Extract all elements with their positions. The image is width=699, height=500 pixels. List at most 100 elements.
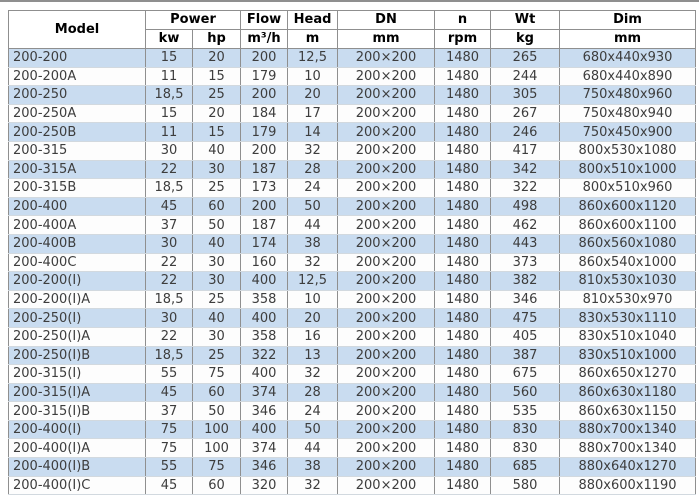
kw-cell: 18,5: [145, 85, 193, 105]
hp-cell: 30: [191, 326, 242, 347]
table-row: 200-250(I)A 22 30 358 16 200×200 1480 405 830x51…: [8, 326, 697, 347]
n-cell: 1480: [434, 66, 492, 87]
header-head-unit: m: [287, 29, 339, 49]
wt-cell: 387: [490, 345, 561, 366]
hp-cell: 30: [191, 271, 242, 291]
model-cell: 200-400: [8, 196, 146, 217]
head-cell: 38: [287, 233, 339, 254]
n-cell: 1480: [434, 178, 492, 198]
kw-cell: 45: [145, 196, 193, 217]
wt-cell: 346: [490, 289, 561, 310]
head-cell: 14: [287, 122, 339, 142]
head-cell: 16: [287, 326, 339, 347]
table-row: 200-200 15 20 200 12,5 200×200 1480 265 680x440x…: [8, 48, 697, 68]
model-cell: 200-250(I)A: [8, 326, 146, 347]
table-header: Model Power Flow Head DN n Wt Dim kw hp …: [8, 10, 697, 49]
table-row: 200-400A 37 50 187 44 200×200 1480 462 860x600x1…: [8, 215, 697, 235]
n-cell: 1480: [434, 140, 492, 161]
kw-cell: 22: [145, 159, 193, 180]
n-cell: 1480: [434, 215, 492, 235]
head-cell: 50: [287, 196, 339, 217]
kw-cell: 55: [145, 457, 193, 477]
flow-cell: 184: [240, 103, 289, 124]
n-cell: 1480: [434, 122, 492, 142]
dn-cell: 200×200: [337, 326, 436, 347]
dn-cell: 200×200: [337, 345, 436, 366]
flow-cell: 320: [240, 475, 289, 496]
dn-cell: 200×200: [337, 457, 436, 477]
header-n-unit: rpm: [434, 29, 492, 49]
head-cell: 44: [287, 438, 339, 459]
n-cell: 1480: [434, 382, 492, 403]
header-n: n: [434, 10, 492, 30]
hp-cell: 50: [191, 401, 242, 421]
table-row: 200-400(I) 75 100 400 50 200×200 1480 830 880x70…: [8, 419, 697, 440]
dn-cell: 200×200: [337, 364, 436, 384]
hp-cell: 75: [191, 457, 242, 477]
table-row: 200-250A 15 20 184 17 200×200 1480 267 750x480x9…: [8, 103, 697, 124]
kw-cell: 15: [145, 103, 193, 124]
model-cell: 200-315A: [8, 159, 146, 180]
flow-cell: 173: [240, 178, 289, 198]
table-row: 200-315(I) 55 75 400 32 200×200 1480 675 860x650…: [8, 364, 697, 384]
wt-cell: 830: [490, 438, 561, 459]
table-row: 200-250(I) 30 40 400 20 200×200 1480 475 830x530…: [8, 308, 697, 328]
model-cell: 200-200(I): [8, 271, 146, 291]
hp-cell: 15: [191, 122, 242, 142]
flow-cell: 358: [240, 326, 289, 347]
table-row: 200-400 45 60 200 50 200×200 1480 498 860x600x11…: [8, 196, 697, 217]
table-row: 200-400B 30 40 174 38 200×200 1480 443 860x560x1…: [8, 233, 697, 254]
flow-cell: 374: [240, 382, 289, 403]
dn-cell: 200×200: [337, 308, 436, 328]
wt-cell: 373: [490, 252, 561, 273]
dim-cell: 830x530x1110: [559, 308, 697, 328]
table-row: 200-250 18,5 25 200 20 200×200 1480 305 750x480x…: [8, 85, 697, 105]
hp-cell: 25: [191, 178, 242, 198]
flow-cell: 179: [240, 122, 289, 142]
table-row: 200-315(I)B 37 50 346 24 200×200 1480 535 860x63…: [8, 401, 697, 421]
wt-cell: 462: [490, 215, 561, 235]
n-cell: 1480: [434, 308, 492, 328]
n-cell: 1480: [434, 326, 492, 347]
dim-cell: 750x480x940: [559, 103, 697, 124]
dim-cell: 860x630x1150: [559, 401, 697, 421]
wt-cell: 382: [490, 271, 561, 291]
n-cell: 1480: [434, 419, 492, 440]
dim-cell: 680x440x890: [559, 66, 697, 87]
kw-cell: 22: [145, 326, 193, 347]
header-kw-unit: kw: [145, 29, 193, 49]
dim-cell: 880x600x1190: [559, 475, 697, 496]
flow-cell: 400: [240, 364, 289, 384]
flow-cell: 374: [240, 438, 289, 459]
n-cell: 1480: [434, 457, 492, 477]
dim-cell: 880x640x1270: [559, 457, 697, 477]
header-power: Power: [144, 10, 242, 30]
head-cell: 32: [287, 364, 339, 384]
header-flow: Flow: [240, 10, 289, 30]
model-cell: 200-315(I): [8, 364, 146, 384]
model-cell: 200-200(I)A: [8, 289, 146, 310]
hp-cell: 60: [191, 475, 242, 496]
hp-cell: 100: [191, 438, 242, 459]
wt-cell: 498: [490, 196, 561, 217]
head-cell: 17: [287, 103, 339, 124]
dim-cell: 860x650x1270: [559, 364, 697, 384]
hp-cell: 40: [191, 233, 242, 254]
kw-cell: 18,5: [145, 289, 193, 310]
dn-cell: 200×200: [337, 289, 436, 310]
n-cell: 1480: [434, 438, 492, 459]
flow-cell: 200: [240, 48, 289, 68]
dim-cell: 830x510x1040: [559, 326, 697, 347]
dn-cell: 200×200: [337, 252, 436, 273]
model-cell: 200-400B: [8, 233, 146, 254]
dn-cell: 200×200: [337, 382, 436, 403]
dn-cell: 200×200: [337, 215, 436, 235]
flow-cell: 200: [240, 85, 289, 105]
kw-cell: 55: [145, 364, 193, 384]
hp-cell: 75: [191, 364, 242, 384]
dim-cell: 830x510x1000: [559, 345, 697, 366]
dn-cell: 200×200: [337, 122, 436, 142]
head-cell: 10: [287, 66, 339, 87]
table-row: 200-315B 18,5 25 173 24 200×200 1480 322 800x510…: [8, 178, 697, 198]
kw-cell: 15: [145, 48, 193, 68]
